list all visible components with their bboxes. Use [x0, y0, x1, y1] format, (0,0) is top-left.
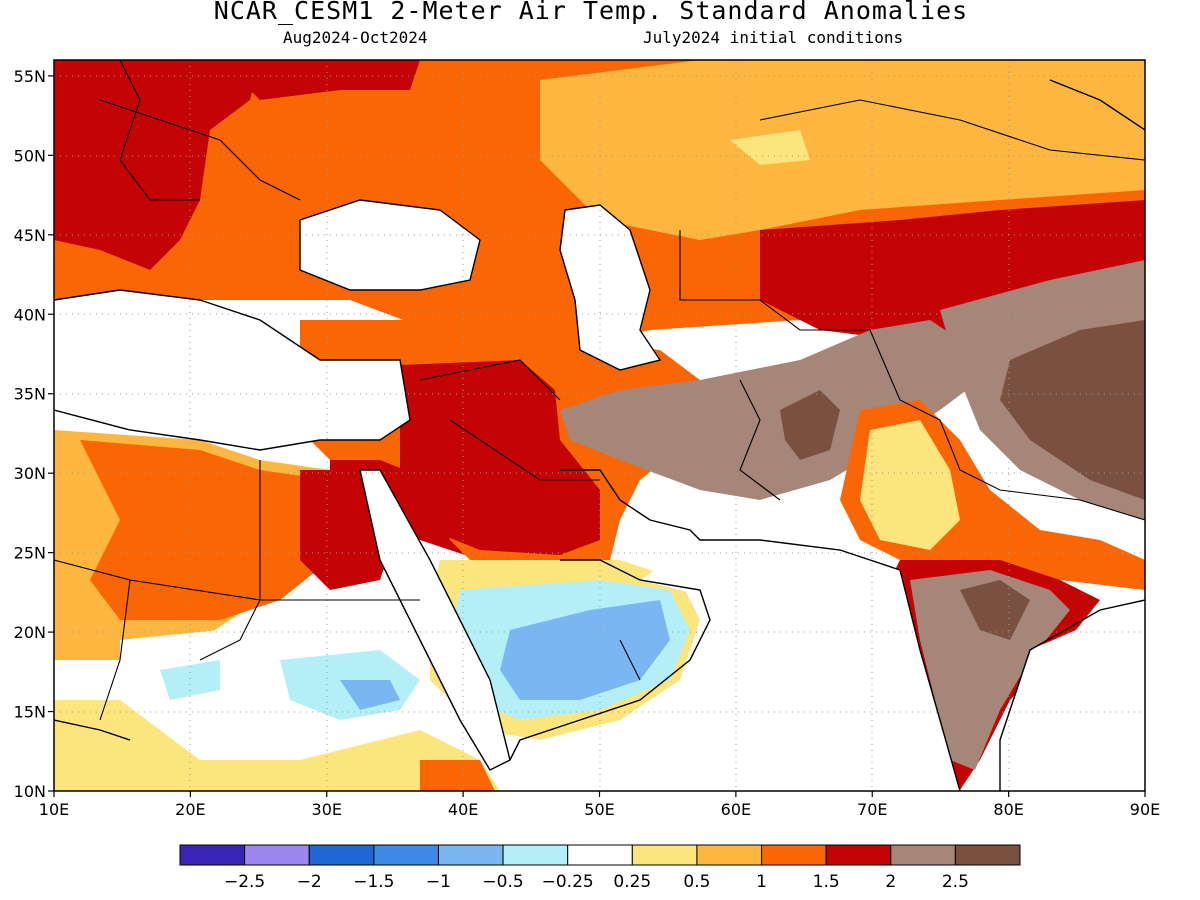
x-tick-label: 70E [857, 800, 887, 819]
y-tick-label: 10N [14, 782, 46, 801]
colorbar-label: 1 [756, 872, 767, 892]
colorbar: −2.5 −2 −1.5 −1 −0.5 −0.25 0.25 0.5 1 1.5 2 2.5 [179, 844, 1021, 892]
colorbar-swatch [308, 844, 375, 866]
anomaly-fill-europe-red [54, 60, 260, 270]
y-tick-label: 30N [14, 464, 46, 483]
y-axis: 10N 15N 20N 25N 30N 35N 40N 45N 50N 55N [14, 67, 54, 801]
y-tick-label: 15N [14, 703, 46, 722]
anomaly-fill-mideast-red-core [400, 360, 600, 555]
anomaly-fill-nafrica-orange [80, 440, 330, 620]
anomaly-fill-india-yellow [860, 420, 960, 550]
anomaly-fill-sudan-blue [340, 680, 400, 710]
y-tick-label: 35N [14, 385, 46, 404]
anomaly-fill-asia-yellow [540, 60, 1145, 240]
anomaly-fill-india-brown [910, 570, 1070, 770]
anomaly-fill-ethiopia-orange [420, 760, 495, 791]
anomaly-fill-iran-darkbrown [780, 390, 840, 460]
anomaly-fill-iran-brown [560, 320, 980, 500]
anomaly-field [54, 60, 1145, 791]
colorbar-swatch [502, 844, 569, 866]
colorbar-label: 0.25 [613, 872, 651, 892]
ocean-black-sea [300, 200, 480, 290]
colorbar-label: 1.5 [813, 872, 840, 892]
initial-conditions: July2024 initial conditions [643, 28, 904, 47]
x-axis: 10E 20E 30E 40E 50E 60E 70E 80E 90E [39, 791, 1160, 819]
anomaly-fill-europe-red-east [220, 60, 420, 100]
colorbar-label: 2.5 [942, 872, 969, 892]
y-tick-label: 20N [14, 623, 46, 642]
y-tick-label: 45N [14, 226, 46, 245]
colorbar-label: −2.5 [224, 872, 265, 892]
anomaly-fill-arabia-blue [500, 600, 670, 700]
colorbar-label: 2 [885, 872, 896, 892]
ocean-mediterranean [54, 290, 410, 450]
colorbar-swatch [890, 844, 956, 866]
x-tick-label: 90E [1130, 800, 1160, 819]
ocean-bay-of-bengal [1000, 600, 1145, 791]
ocean-arabian-sea [620, 540, 960, 791]
colorbar-swatch [244, 844, 310, 866]
anomaly-fill-sudan-white [120, 600, 430, 760]
colorbar-label: −1.5 [353, 872, 394, 892]
x-tick-label: 40E [448, 800, 478, 819]
colorbar-label: −2 [297, 872, 322, 892]
colorbar-label: −0.5 [482, 872, 523, 892]
y-tick-label: 40N [14, 305, 46, 324]
colorbar-label: 0.5 [683, 872, 710, 892]
colorbar-swatch [631, 844, 698, 866]
colorbar-swatch [373, 844, 439, 866]
country-borders [54, 60, 1145, 721]
y-tick-label: 55N [14, 67, 46, 86]
forecast-period: Aug2024-Oct2024 [283, 28, 428, 47]
colorbar-swatch [954, 844, 1021, 866]
coastlines [54, 79, 1145, 791]
colorbar-swatch [567, 844, 633, 866]
colorbar-swatch [179, 844, 246, 866]
anomaly-fill-india-darkbrown [960, 580, 1030, 640]
colorbar-label: −1 [426, 872, 451, 892]
colorbar-label: −0.25 [542, 872, 594, 892]
colorbar-swatch [825, 844, 892, 866]
x-tick-label: 80E [993, 800, 1023, 819]
anomaly-fill-tibet-darkbrown [1000, 320, 1145, 500]
colorbar-swatch [696, 844, 763, 866]
ocean-red-sea [360, 470, 510, 770]
x-tick-label: 10E [39, 800, 69, 819]
x-tick-label: 50E [584, 800, 614, 819]
x-tick-label: 30E [312, 800, 342, 819]
y-tick-label: 50N [14, 146, 46, 165]
y-tick-label: 25N [14, 544, 46, 563]
colorbar-swatch [761, 844, 827, 866]
anomaly-fill-ethiopia-yellow [54, 700, 500, 791]
map-title: NCAR_CESM1 2-Meter Air Temp. Standard An… [213, 0, 969, 25]
colorbar-swatch [437, 844, 504, 866]
x-tick-label: 20E [175, 800, 205, 819]
x-tick-label: 60E [721, 800, 751, 819]
